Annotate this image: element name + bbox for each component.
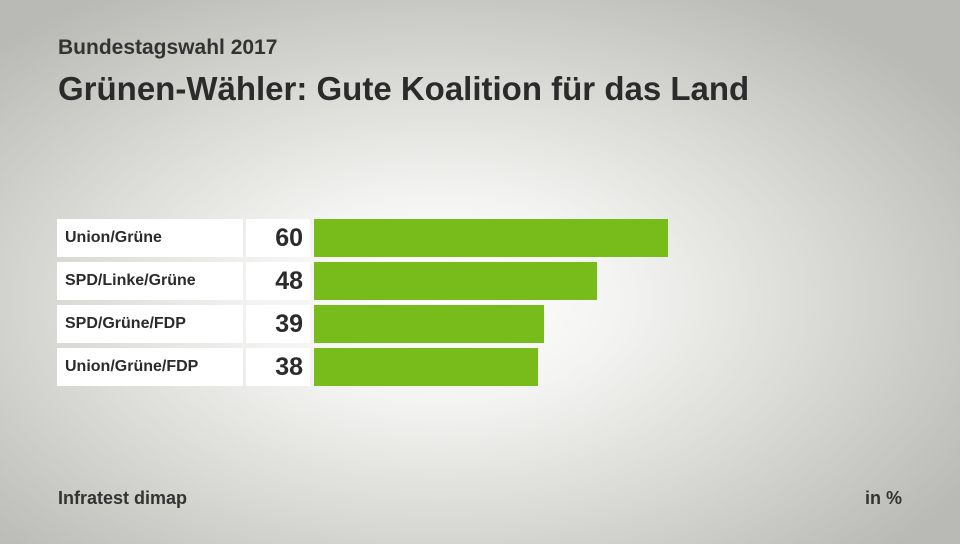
value-label: 60 [275, 223, 303, 252]
value-label-box: 39 [246, 305, 310, 343]
category-label: SPD/Grüne/FDP [65, 315, 186, 332]
unit-label: in % [864, 488, 902, 508]
category-label: Union/Grüne/FDP [65, 358, 199, 375]
value-label: 39 [275, 309, 303, 338]
category-label-box: Union/Grüne [57, 219, 243, 257]
source-label: Infratest dimap [58, 488, 188, 508]
bar [314, 219, 668, 257]
bar [314, 305, 544, 343]
category-label-box: SPD/Grüne/FDP [57, 305, 243, 343]
category-label-box: Union/Grüne/FDP [57, 348, 243, 386]
value-label-box: 60 [246, 219, 310, 257]
category-label: SPD/Linke/Grüne [65, 272, 196, 289]
value-label-box: 38 [246, 348, 310, 386]
value-label: 38 [275, 352, 303, 381]
bar [314, 262, 597, 300]
category-label-box: SPD/Linke/Grüne [57, 262, 243, 300]
value-label: 48 [275, 266, 303, 295]
category-label: Union/Grüne [65, 229, 162, 246]
value-label-box: 48 [246, 262, 310, 300]
chart-subtitle: Bundestagswahl 2017 [58, 36, 278, 59]
chart-title: Grünen-Wähler: Gute Koalition für das La… [58, 70, 750, 107]
bar [314, 348, 538, 386]
